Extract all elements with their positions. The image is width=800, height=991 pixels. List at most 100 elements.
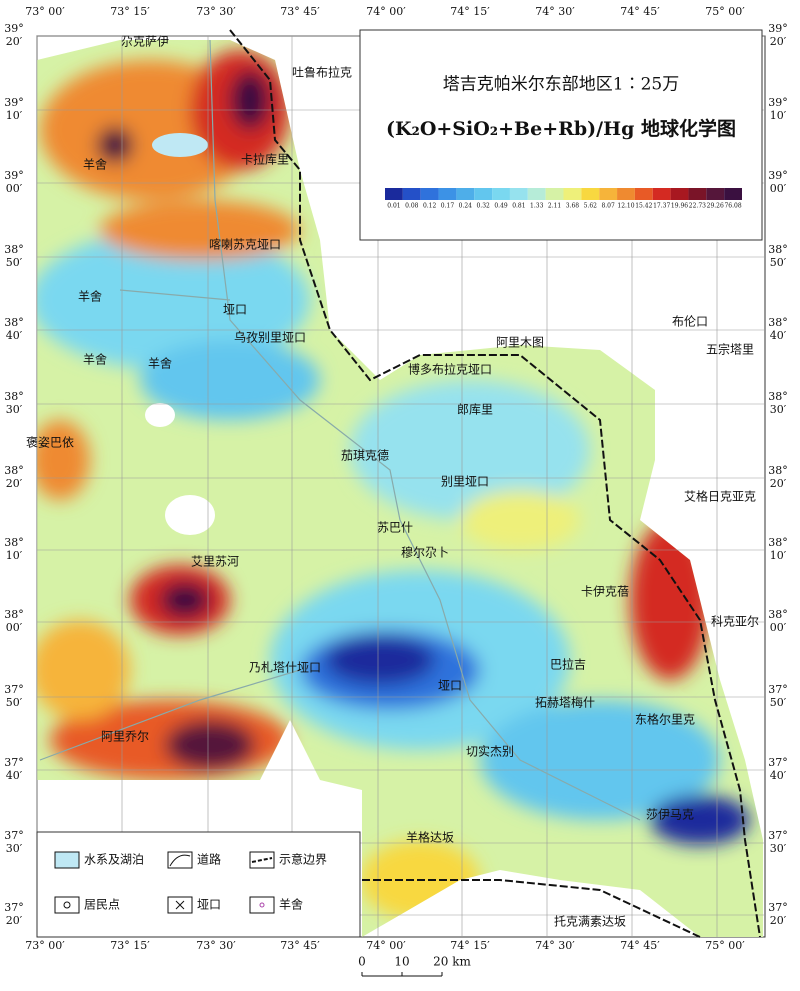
lat-deg: 38° (768, 464, 788, 477)
legend-label: 居民点 (84, 898, 120, 912)
colorbar-label: 19.96 (671, 203, 688, 210)
lat-deg: 37° (768, 756, 788, 769)
map-subtitle: (K₂O+SiO₂+Be+Rb)/Hg 地球化学图 (386, 117, 736, 140)
lat-deg: 38° (768, 243, 788, 256)
colorbar-swatch (581, 188, 600, 200)
lat-min: 10′ (770, 549, 787, 562)
colorbar-swatch (652, 188, 671, 200)
colorbar-label: 0.12 (423, 203, 437, 210)
place-label: 切实杰别 (466, 744, 514, 759)
place-label: 别里垭口 (441, 475, 489, 489)
place-label: 阿里木图 (496, 336, 544, 350)
colorbar-swatch (420, 188, 439, 200)
colorbar-swatch (688, 188, 707, 200)
place-label: 五宗塔里 (706, 342, 754, 357)
lat-deg: 37° (4, 683, 24, 696)
lon-label: 74° 30′ (535, 939, 575, 952)
place-label: 巴拉吉 (550, 657, 586, 672)
colorbar-swatch (545, 188, 564, 200)
place-label: 阿里乔尔 (101, 729, 149, 744)
lat-deg: 38° (4, 608, 24, 621)
lat-deg: 38° (4, 536, 24, 549)
colorbar-swatch (634, 188, 653, 200)
place-label: 穆尔尕卜 (401, 545, 449, 560)
colorbar-label: 0.32 (476, 203, 490, 210)
colorbar-swatch (438, 188, 457, 200)
colorbar-swatch (706, 188, 725, 200)
lon-label: 73° 30′ (196, 939, 236, 952)
lat-min: 50′ (770, 256, 787, 269)
lat-min: 10′ (770, 109, 787, 122)
place-label: 莎伊马克 (646, 808, 694, 822)
place-label: 郎库里 (457, 402, 493, 417)
lat-min: 30′ (6, 842, 23, 855)
lat-deg: 38° (768, 536, 788, 549)
colorbar-swatch (527, 188, 546, 200)
lat-deg: 37° (768, 901, 788, 914)
lat-deg: 39° (4, 96, 24, 109)
place-label: 卡拉库里 (241, 152, 289, 167)
title-box (359, 29, 763, 241)
colorbar-swatch (474, 188, 493, 200)
place-label: 茄琪克德 (341, 448, 389, 463)
lat-min: 10′ (6, 109, 23, 122)
legend-label: 道路 (197, 852, 221, 867)
colorbar-label: 22.73 (689, 203, 706, 210)
lon-label: 74° 45′ (620, 939, 660, 952)
lon-label: 73° 00′ (25, 939, 65, 952)
legend-box (36, 831, 361, 938)
lat-deg: 37° (4, 756, 24, 769)
place-label: 羊格达坂 (406, 830, 454, 845)
lon-label: 74° 30′ (535, 5, 575, 18)
place-label: 羊舍 (148, 356, 172, 371)
place-label: 垭口 (223, 303, 247, 317)
place-label: 科克亚尔 (711, 614, 759, 629)
lat-min: 40′ (6, 329, 23, 342)
lat-min: 20′ (770, 35, 787, 48)
place-label: 褒姿巴依 (26, 435, 74, 450)
place-label: 乌孜别里垭口 (234, 330, 306, 345)
lat-min: 40′ (770, 329, 787, 342)
place-label: 艾格日克亚克 (684, 489, 756, 504)
map-title: 塔吉克帕米尔东部地区1∶25万 (443, 75, 679, 95)
lon-label: 74° 15′ (450, 939, 490, 952)
colorbar-label: 0.81 (512, 203, 525, 210)
colorbar-label: 0.08 (405, 203, 419, 210)
place-label: 博多布拉克垭口 (408, 362, 492, 377)
place-label: 乃札塔什垭口 (249, 661, 321, 675)
colorbar-label: 1.33 (530, 203, 544, 210)
lon-label: 74° 00′ (366, 5, 406, 18)
boundary (229, 29, 761, 938)
lat-deg: 38° (4, 390, 24, 403)
lon-label: 75° 00′ (705, 5, 745, 18)
colorbar-swatch (617, 188, 635, 200)
colorbar-label: 29.26 (707, 203, 724, 210)
lat-min: 40′ (6, 769, 23, 782)
lat-min: 40′ (770, 769, 787, 782)
place-label: 羊舍 (78, 289, 102, 304)
lat-min: 20′ (770, 914, 787, 927)
lat-deg: 37° (768, 829, 788, 842)
legend-label: 垭口 (197, 898, 221, 912)
place-label: 吐鲁布拉克 (292, 65, 352, 80)
lon-label: 74° 45′ (620, 5, 660, 18)
lat-deg: 38° (768, 608, 788, 621)
lat-deg: 37° (4, 829, 24, 842)
legend-label: 羊舍 (279, 897, 303, 912)
colorbar-label: 76.08 (724, 203, 741, 210)
colorbar-label: 2.11 (548, 203, 561, 210)
colorbar: 0.01 0.08 0.12 0.17 0.24 0.32 0.49 0.81 1.33 2.11… (385, 188, 742, 210)
lon-label: 74° 15′ (450, 5, 490, 18)
lat-deg: 38° (4, 243, 24, 256)
colorbar-label: 0.01 (387, 203, 400, 210)
place-label: 喀喇苏克垭口 (209, 237, 281, 252)
lat-min: 30′ (770, 842, 787, 855)
place-label: 羊舍 (83, 352, 107, 367)
lat-min: 20′ (6, 35, 23, 48)
lat-min: 20′ (770, 477, 787, 490)
scale-bar (361, 972, 443, 977)
lat-min: 10′ (6, 549, 23, 562)
lon-label: 73° 45′ (280, 939, 320, 952)
colorbar-swatch (402, 188, 421, 200)
legend-symbols (54, 851, 275, 914)
